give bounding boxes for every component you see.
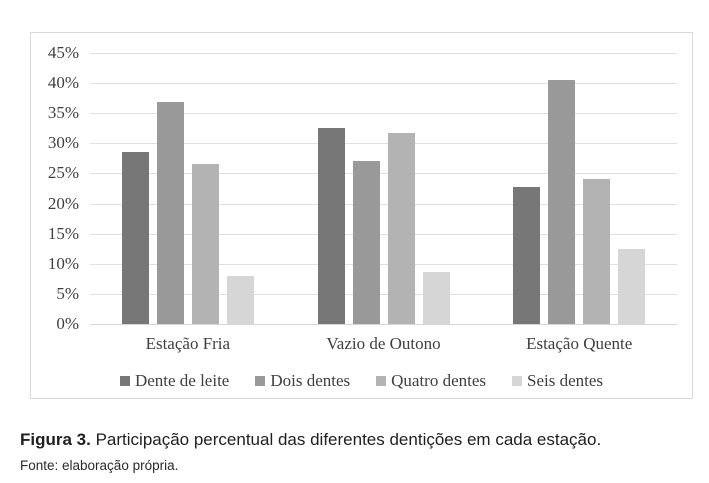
legend-item: Seis dentes (512, 371, 603, 391)
legend-item: Dente de leite (119, 371, 230, 391)
legend-label: Dois dentes (270, 371, 351, 390)
y-tick-label: 20% (47, 193, 79, 213)
bar (513, 187, 541, 324)
legend: Dente de leite Dois dentes Quatro dentes Se… (31, 371, 692, 391)
y-tick-label: 35% (47, 103, 79, 123)
legend-swatch-icon (512, 376, 523, 386)
gridline (90, 53, 677, 54)
gridline (90, 203, 677, 205)
legend-label: Quatro dentes (391, 371, 487, 390)
y-tick-label: 15% (47, 223, 79, 243)
legend-label: Seis dentes (527, 371, 604, 390)
gridline (90, 173, 677, 175)
y-tick-label: 45% (47, 43, 79, 62)
y-tick-label: 10% (47, 253, 79, 273)
bar (618, 248, 646, 324)
bar (352, 161, 380, 324)
bar (226, 275, 254, 324)
x-tick-label: Vazio de Outono (326, 334, 441, 353)
gridline (90, 113, 677, 115)
legend-swatch-icon (255, 376, 266, 386)
bar (317, 128, 345, 324)
gridline (90, 83, 677, 85)
plot-area (90, 53, 677, 325)
y-tick-label: 25% (47, 163, 79, 183)
y-tick-label: 30% (47, 133, 79, 153)
figure-caption: Figura 3. Participação percentual das di… (20, 429, 692, 452)
y-tick-label: 0% (56, 314, 79, 333)
x-axis: Estação Fria Vazio de Outono Estação Quent… (90, 334, 677, 354)
legend-item: Quatro dentes (376, 371, 486, 391)
y-tick-label: 40% (47, 73, 79, 93)
x-tick-label: Estação Quente (526, 334, 633, 353)
figure-caption-text: Participação percentual das diferentes d… (90, 430, 602, 449)
figure-label: Figura 3. (20, 430, 91, 449)
bar (422, 271, 450, 324)
bar-group-1 (90, 53, 286, 324)
bar-groups (90, 53, 677, 324)
legend-swatch-icon (376, 376, 387, 386)
legend-item: Dois dentes (255, 371, 350, 391)
bar-group-2 (286, 53, 482, 324)
legend-label: Dente de leite (134, 371, 230, 390)
gridline (90, 143, 677, 145)
gridline (90, 293, 677, 295)
bar (121, 152, 149, 324)
bar (156, 102, 184, 324)
bar (191, 164, 219, 324)
y-tick-label: 5% (56, 283, 79, 303)
gridline (90, 263, 677, 265)
chart-figure: 45% 40% 35% 30% 25% 20% 15% 10% 5% 0% Estação Fri… (30, 32, 693, 399)
y-axis: 45% 40% 35% 30% 25% 20% 15% 10% 5% 0% (31, 43, 79, 333)
bar-group-3 (481, 53, 677, 324)
figure-source: Fonte: elaboração própria. (20, 457, 179, 473)
x-tick-label: Estação Fria (145, 334, 231, 353)
bar (583, 179, 611, 324)
bar (387, 132, 415, 324)
gridline (90, 324, 677, 325)
legend-swatch-icon (119, 376, 130, 386)
bar (548, 80, 576, 324)
gridline (90, 233, 677, 235)
